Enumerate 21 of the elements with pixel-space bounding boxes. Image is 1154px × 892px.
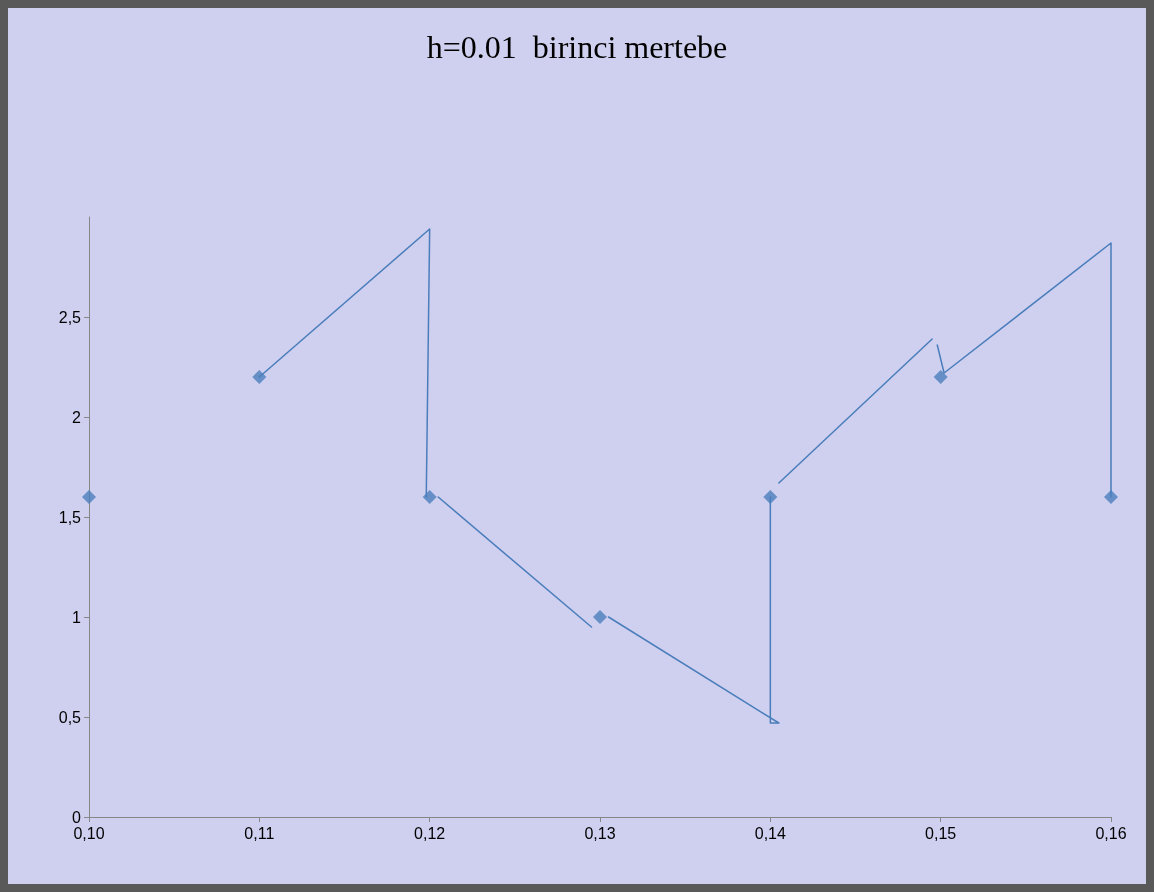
point [933,370,948,384]
y-tick-label: 1,5 [58,508,82,526]
x-tick-label: 0,12 [414,824,446,842]
y-tick-label: 0,5 [58,708,82,726]
y-tick-label: 1 [72,608,82,626]
x-tick-label: 0,11 [244,824,275,842]
x-tick-label: 0,13 [584,824,616,842]
point [1104,490,1118,504]
point [763,490,778,504]
point [252,370,267,384]
x-tick-label: 0,16 [1095,824,1127,842]
point [82,490,96,504]
x-tick-label: 0,15 [925,824,957,842]
y-tick-label: 2,5 [58,308,82,326]
point [422,490,437,504]
point [593,610,607,624]
x-tick-label: 0,14 [754,824,787,842]
chart-title: h=0.01 birinci mertebe [426,29,728,65]
x-tick-label: 0,10 [73,824,105,842]
y-tick-label: 2 [72,408,82,426]
y-tick-label: 0 [72,808,82,826]
